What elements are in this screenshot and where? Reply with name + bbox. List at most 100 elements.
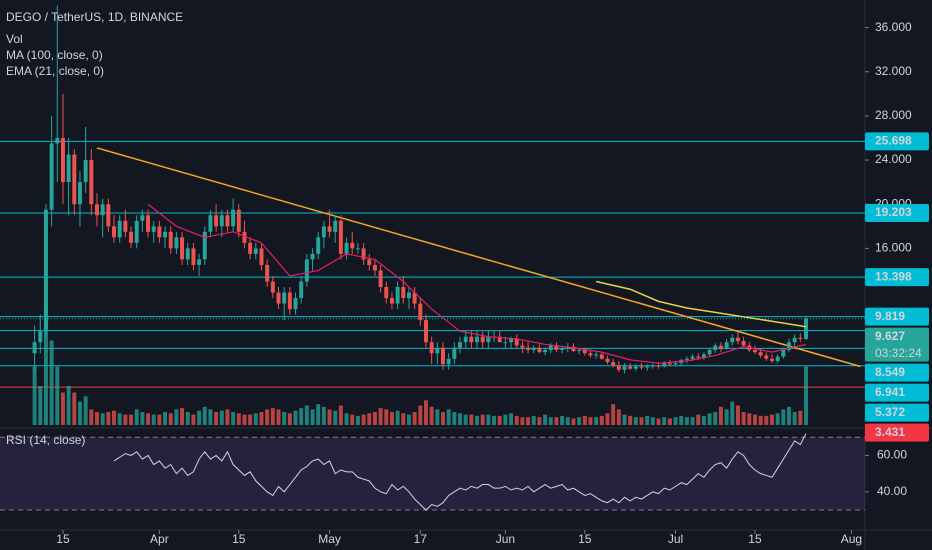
volume-bar (287, 413, 292, 425)
volume-bar (781, 409, 786, 425)
volume-bar (486, 414, 491, 425)
candle-body (764, 355, 769, 359)
volume-bar (611, 404, 616, 425)
volume-bar (463, 414, 468, 425)
candle-body (509, 338, 514, 343)
volume-bar (89, 409, 94, 425)
volume-bar (191, 414, 196, 425)
candle-body (265, 264, 270, 282)
price-label-box (865, 268, 929, 287)
volume-bar (435, 409, 440, 425)
volume-bar (129, 414, 134, 425)
volume-bar (752, 414, 757, 425)
candle-body (225, 215, 230, 227)
candle-body (645, 366, 650, 368)
volume-bar (389, 412, 394, 425)
volume-bar (208, 409, 213, 425)
volume-bar (338, 405, 343, 425)
volume-bar (367, 413, 372, 425)
volume-bar (310, 409, 315, 425)
candle-body (537, 347, 542, 353)
candle-body (611, 362, 616, 366)
candle-body (242, 231, 247, 243)
volume-bar (548, 417, 553, 425)
volume-bar (560, 415, 565, 425)
volume-bar (202, 406, 207, 425)
volume-bar (412, 412, 417, 425)
volume-bar (123, 414, 128, 425)
price-label: 25.698 (875, 133, 912, 147)
candle-body (769, 358, 774, 361)
volume-bar (662, 417, 667, 425)
candle-body (333, 220, 338, 232)
candle-body (713, 345, 718, 350)
volume-bar (157, 414, 162, 425)
candle-body (628, 366, 633, 369)
volume-bar (650, 417, 655, 425)
candle-body (469, 336, 474, 343)
volume-bar (554, 417, 559, 425)
candle-body (639, 366, 644, 368)
candle-body (157, 226, 162, 238)
candle-body (55, 137, 60, 144)
chart-title: DEGO / TetherUS, 1D, BINANCE (6, 10, 183, 24)
candle-body (735, 337, 740, 342)
indicator-label: MA (100, close, 0) (6, 48, 103, 62)
volume-bar (406, 414, 411, 425)
volume-bar (276, 409, 281, 425)
rsi-tick-label: 40.00 (877, 484, 907, 498)
volume-bar (355, 415, 360, 425)
candle-body (395, 287, 400, 304)
candle-body (378, 270, 383, 288)
candle-body (667, 363, 672, 365)
volume-bar (622, 414, 627, 425)
volume-bar (225, 409, 230, 425)
candle-body (543, 349, 548, 353)
volume-bar (265, 409, 270, 425)
candle-body (310, 253, 315, 260)
candle-body (622, 366, 627, 370)
volume-bar (565, 417, 570, 425)
candle-body (146, 215, 151, 232)
candle-body (787, 342, 791, 350)
volume-bar (146, 413, 151, 425)
candle-body (656, 365, 661, 367)
candle-body (741, 341, 746, 346)
price-label: 8.549 (875, 365, 905, 379)
price-label: 9.627 (875, 329, 905, 343)
candle-body (497, 336, 502, 343)
candle-body (730, 337, 735, 343)
volume-bar (458, 413, 462, 425)
volume-bar (197, 410, 202, 425)
candle-body (684, 358, 689, 360)
volume-bar (236, 413, 241, 425)
volume-bar (299, 408, 304, 425)
candle-body (480, 336, 485, 343)
volume-bar (66, 386, 71, 425)
candle-body (316, 237, 321, 254)
candle-body (571, 346, 576, 352)
volume-bar (747, 413, 752, 425)
volume-bar (543, 414, 548, 425)
volume-bar (701, 415, 706, 425)
candle-body (83, 160, 88, 183)
candle-body (32, 342, 37, 354)
candle-body (253, 248, 258, 254)
volume-bar (656, 418, 661, 425)
candle-body (384, 287, 389, 299)
volume-bar (452, 412, 457, 425)
price-label-box (865, 423, 929, 442)
volume-bar (83, 396, 88, 425)
candle-body (372, 264, 377, 271)
volume-bar (707, 413, 712, 425)
candle-body (594, 354, 599, 356)
volume-bar (401, 413, 406, 425)
candle-body (276, 292, 281, 304)
countdown-label: 03:32:24 (875, 346, 922, 360)
volume-bar (441, 412, 445, 425)
price-label-box (865, 307, 929, 326)
volume-bar (429, 406, 434, 425)
candle-body (565, 346, 570, 349)
volume-bar (798, 410, 803, 425)
candle-body (163, 231, 168, 238)
